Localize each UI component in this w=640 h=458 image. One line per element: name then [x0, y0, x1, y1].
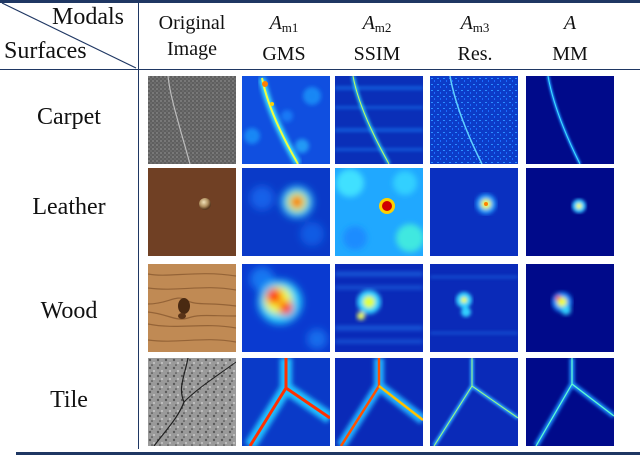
carpet-mm-heatmap	[526, 76, 614, 164]
carpet-gms-heatmap	[242, 76, 330, 164]
wood-gms-heatmap	[242, 264, 330, 352]
column-header-subscript: m1	[281, 20, 299, 35]
leather-original-image	[148, 168, 236, 256]
surfaces-header: Surfaces	[4, 38, 87, 64]
column-header-subscript: m3	[472, 20, 490, 35]
column-header-res: Am3 Res.	[427, 10, 523, 67]
table-top-rule	[0, 0, 640, 3]
wood-ssim-heatmap	[335, 264, 423, 352]
leather-ssim-heatmap	[335, 168, 423, 256]
wood-mm-heatmap	[526, 264, 614, 352]
column-header-original: Original Image	[144, 10, 240, 62]
column-header-line1: Original	[158, 12, 226, 34]
column-header-symbol: A	[460, 12, 473, 34]
leather-mm-heatmap	[526, 168, 614, 256]
tile-res-heatmap	[430, 358, 518, 446]
row-label-carpet: Carpet	[37, 104, 101, 130]
table-header-rule	[0, 69, 640, 70]
wood-res-heatmap	[430, 264, 518, 352]
wood-original-image	[148, 264, 236, 352]
column-header-symbol: A	[563, 12, 577, 34]
row-label-tile: Tile	[50, 387, 88, 413]
carpet-ssim-heatmap	[335, 76, 423, 164]
column-header-line2: MM	[552, 43, 588, 65]
leather-res-heatmap	[430, 168, 518, 256]
modals-header: Modals	[52, 4, 124, 30]
column-header-ssim: Am2 SSIM	[329, 10, 425, 67]
tile-original-image	[148, 358, 236, 446]
leather-gms-heatmap	[242, 168, 330, 256]
row-label-leather: Leather	[32, 194, 106, 220]
column-header-line2: SSIM	[353, 43, 401, 65]
carpet-res-heatmap	[430, 76, 518, 164]
column-header-mm: A MM	[522, 10, 618, 67]
tile-mm-heatmap	[526, 358, 614, 446]
column-header-line2: Image	[167, 38, 217, 60]
column-header-gms: Am1 GMS	[236, 10, 332, 67]
column-header-symbol: A	[269, 12, 282, 34]
corner-diagonal-line	[1, 2, 137, 69]
column-header-line2: Res.	[457, 43, 493, 65]
column-header-line2: GMS	[262, 43, 306, 65]
tile-ssim-heatmap	[335, 358, 423, 446]
tile-gms-heatmap	[242, 358, 330, 446]
row-label-wood: Wood	[40, 298, 98, 324]
column-header-subscript: m2	[374, 20, 392, 35]
table-vertical-rule	[138, 3, 139, 449]
table-bottom-rule	[16, 452, 640, 455]
carpet-original-image	[148, 76, 236, 164]
column-header-symbol: A	[362, 12, 375, 34]
